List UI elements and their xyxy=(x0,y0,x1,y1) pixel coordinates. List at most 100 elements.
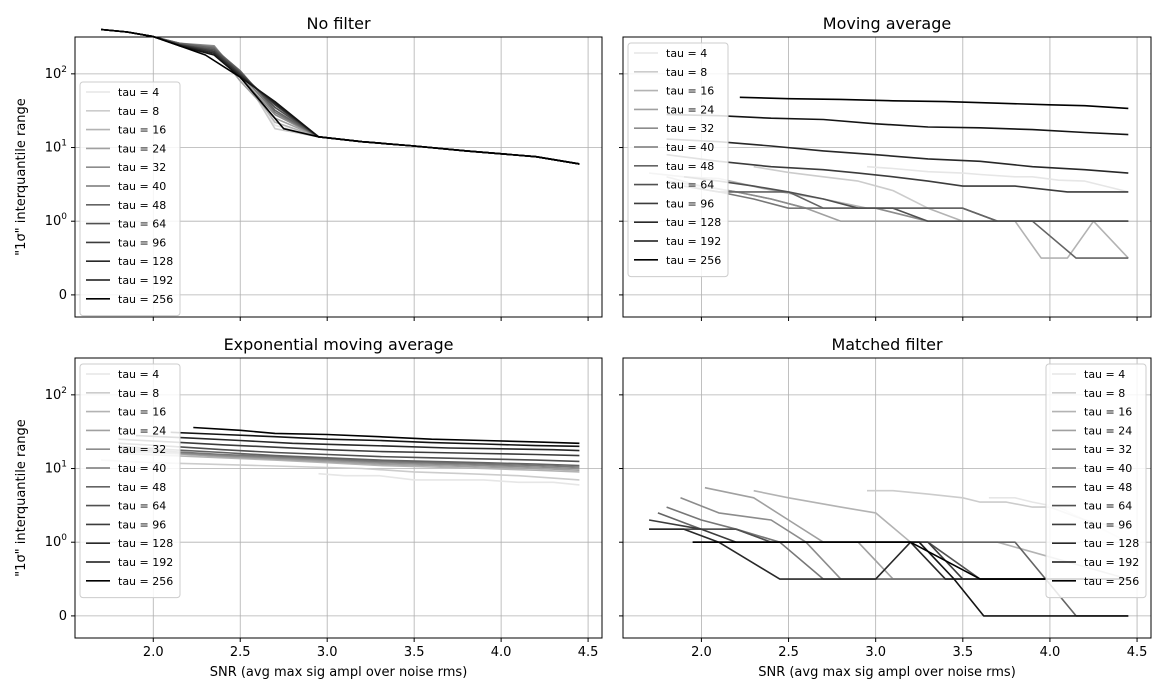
legend: tau = 4 tau = 8 tau = 16 tau = 24 tau = 32 ta… xyxy=(1045,363,1147,599)
legend-entry-label: tau = 192 xyxy=(118,556,173,569)
legend-entry-label: tau = 8 xyxy=(118,105,159,118)
x-tick-label: 3.0 xyxy=(317,645,338,660)
legend-entry-label: tau = 96 xyxy=(118,518,166,531)
legend-entry-label: tau = 96 xyxy=(1084,518,1132,531)
series-line-tau-64 xyxy=(683,176,1129,222)
legend-entry-label: tau = 32 xyxy=(118,443,166,456)
panel-title: Exponential moving average xyxy=(224,335,454,354)
legend-entry-label: tau = 24 xyxy=(118,424,166,437)
x-tick-label: 2.0 xyxy=(691,645,712,660)
legend-entry-label: tau = 4 xyxy=(118,86,159,99)
axes-frame xyxy=(622,357,1152,639)
x-tick-label: 2.5 xyxy=(230,645,251,660)
series-line-tau-256 xyxy=(193,426,580,445)
panel-1: 0 100 101 102 No filter "1σ" interquantile ra… xyxy=(14,14,603,321)
series-line-tau-192 xyxy=(666,113,1129,136)
axes-frame xyxy=(622,36,1152,318)
panel-4: 2.0 2.5 3.0 3.5 4.0 4.5 Matched filter SNR (avg… xyxy=(619,335,1152,680)
legend-entry-label: tau = 40 xyxy=(118,462,166,475)
legend-entry-label: tau = 48 xyxy=(118,481,166,494)
x-tick-label: 4.5 xyxy=(578,645,599,660)
series-line-tau-4 xyxy=(866,165,1129,193)
legend-entry-label: tau = 48 xyxy=(118,199,166,212)
legend-entry-label: tau = 4 xyxy=(1084,368,1125,381)
series-line-tau-32 xyxy=(666,180,1129,222)
series-line-tau-128 xyxy=(135,434,580,452)
legend-entry-label: tau = 8 xyxy=(666,66,707,79)
legend-entry-label: tau = 40 xyxy=(118,180,166,193)
panel-title: Moving average xyxy=(823,14,951,33)
legend-box xyxy=(627,42,729,278)
legend-entry-label: tau = 24 xyxy=(1084,424,1132,437)
legend: tau = 4 tau = 8 tau = 16 tau = 24 tau = 32 ta… xyxy=(627,42,729,278)
y-tick-label: 101 xyxy=(45,460,67,477)
legend-entry-label: tau = 24 xyxy=(666,103,714,116)
legend-entry-label: tau = 128 xyxy=(666,216,721,229)
panel-title: No filter xyxy=(306,14,370,33)
x-tick-label: 3.0 xyxy=(865,645,886,660)
y-axis-label: "1σ" interquantile range xyxy=(14,419,29,577)
series-line-tau-32 xyxy=(118,448,580,470)
legend-entry-label: tau = 16 xyxy=(118,406,166,419)
legend-entry-label: tau = 96 xyxy=(118,236,166,249)
y-tick-label: 101 xyxy=(45,139,67,156)
legend-entry-label: tau = 16 xyxy=(1084,406,1132,419)
y-tick-label: 102 xyxy=(45,65,67,82)
x-tick-label: 4.0 xyxy=(1040,645,1061,660)
panel-3: 2.0 2.5 3.0 3.5 4.0 4.5 0 100 101 102 Exponential … xyxy=(14,335,603,680)
series-line-tau-48 xyxy=(118,445,580,467)
legend-entry-label: tau = 256 xyxy=(666,254,721,267)
legend-entry-label: tau = 32 xyxy=(666,122,714,135)
legend-entry-label: tau = 16 xyxy=(666,85,714,98)
legend-entry-label: tau = 64 xyxy=(118,500,166,513)
legend-box xyxy=(79,81,181,317)
legend-box xyxy=(1045,363,1147,599)
legend-entry-label: tau = 32 xyxy=(118,161,166,174)
series-line-tau-256 xyxy=(692,541,1129,580)
legend-entry-label: tau = 96 xyxy=(666,197,714,210)
y-tick-label: 102 xyxy=(45,386,67,403)
legend-box xyxy=(79,363,181,599)
legend-entry-label: tau = 256 xyxy=(118,575,173,588)
series-line-tau-64 xyxy=(118,442,580,463)
x-tick-label: 3.5 xyxy=(952,645,973,660)
legend-entry-label: tau = 64 xyxy=(1084,500,1132,513)
y-tick-label: 0 xyxy=(59,288,67,303)
x-tick-label: 4.0 xyxy=(491,645,512,660)
x-axis-label: SNR (avg max sig ampl over noise rms) xyxy=(210,665,468,680)
panel-title: Matched filter xyxy=(831,335,943,354)
y-tick-label: 0 xyxy=(59,609,67,624)
series-line-tau-16 xyxy=(118,452,580,473)
y-tick-label: 100 xyxy=(45,533,68,550)
x-tick-label: 3.5 xyxy=(404,645,425,660)
legend-entry-label: tau = 128 xyxy=(118,255,173,268)
legend-entry-label: tau = 192 xyxy=(118,274,173,287)
axes-frame xyxy=(74,357,603,639)
legend: tau = 4 tau = 8 tau = 16 tau = 24 tau = 32 ta… xyxy=(79,363,181,599)
legend-entry-label: tau = 32 xyxy=(1084,443,1132,456)
legend-entry-label: tau = 4 xyxy=(118,368,159,381)
legend-entry-label: tau = 40 xyxy=(666,141,714,154)
series-line-tau-128 xyxy=(649,528,1129,580)
legend-entry-label: tau = 256 xyxy=(118,293,173,306)
x-tick-label: 4.5 xyxy=(1127,645,1148,660)
legend-entry-label: tau = 192 xyxy=(666,235,721,248)
y-axis-label: "1σ" interquantile range xyxy=(14,98,29,256)
legend-entry-label: tau = 24 xyxy=(118,142,166,155)
legend-entry-label: tau = 192 xyxy=(1084,556,1139,569)
x-axis-label: SNR (avg max sig ampl over noise rms) xyxy=(758,665,1016,680)
series-line-tau-24 xyxy=(118,450,580,471)
legend-entry-label: tau = 64 xyxy=(666,179,714,192)
series-line-tau-96 xyxy=(666,153,1129,193)
legend-entry-label: tau = 16 xyxy=(118,124,166,137)
series-line-tau-192 xyxy=(170,431,580,448)
legend-entry-label: tau = 128 xyxy=(118,537,173,550)
series-line-tau-256 xyxy=(739,96,1129,110)
axes-frame xyxy=(74,36,603,318)
legend-entry-label: tau = 64 xyxy=(118,218,166,231)
series-line-tau-96 xyxy=(118,438,580,457)
legend-entry-label: tau = 48 xyxy=(1084,481,1132,494)
legend-entry-label: tau = 8 xyxy=(118,387,159,400)
